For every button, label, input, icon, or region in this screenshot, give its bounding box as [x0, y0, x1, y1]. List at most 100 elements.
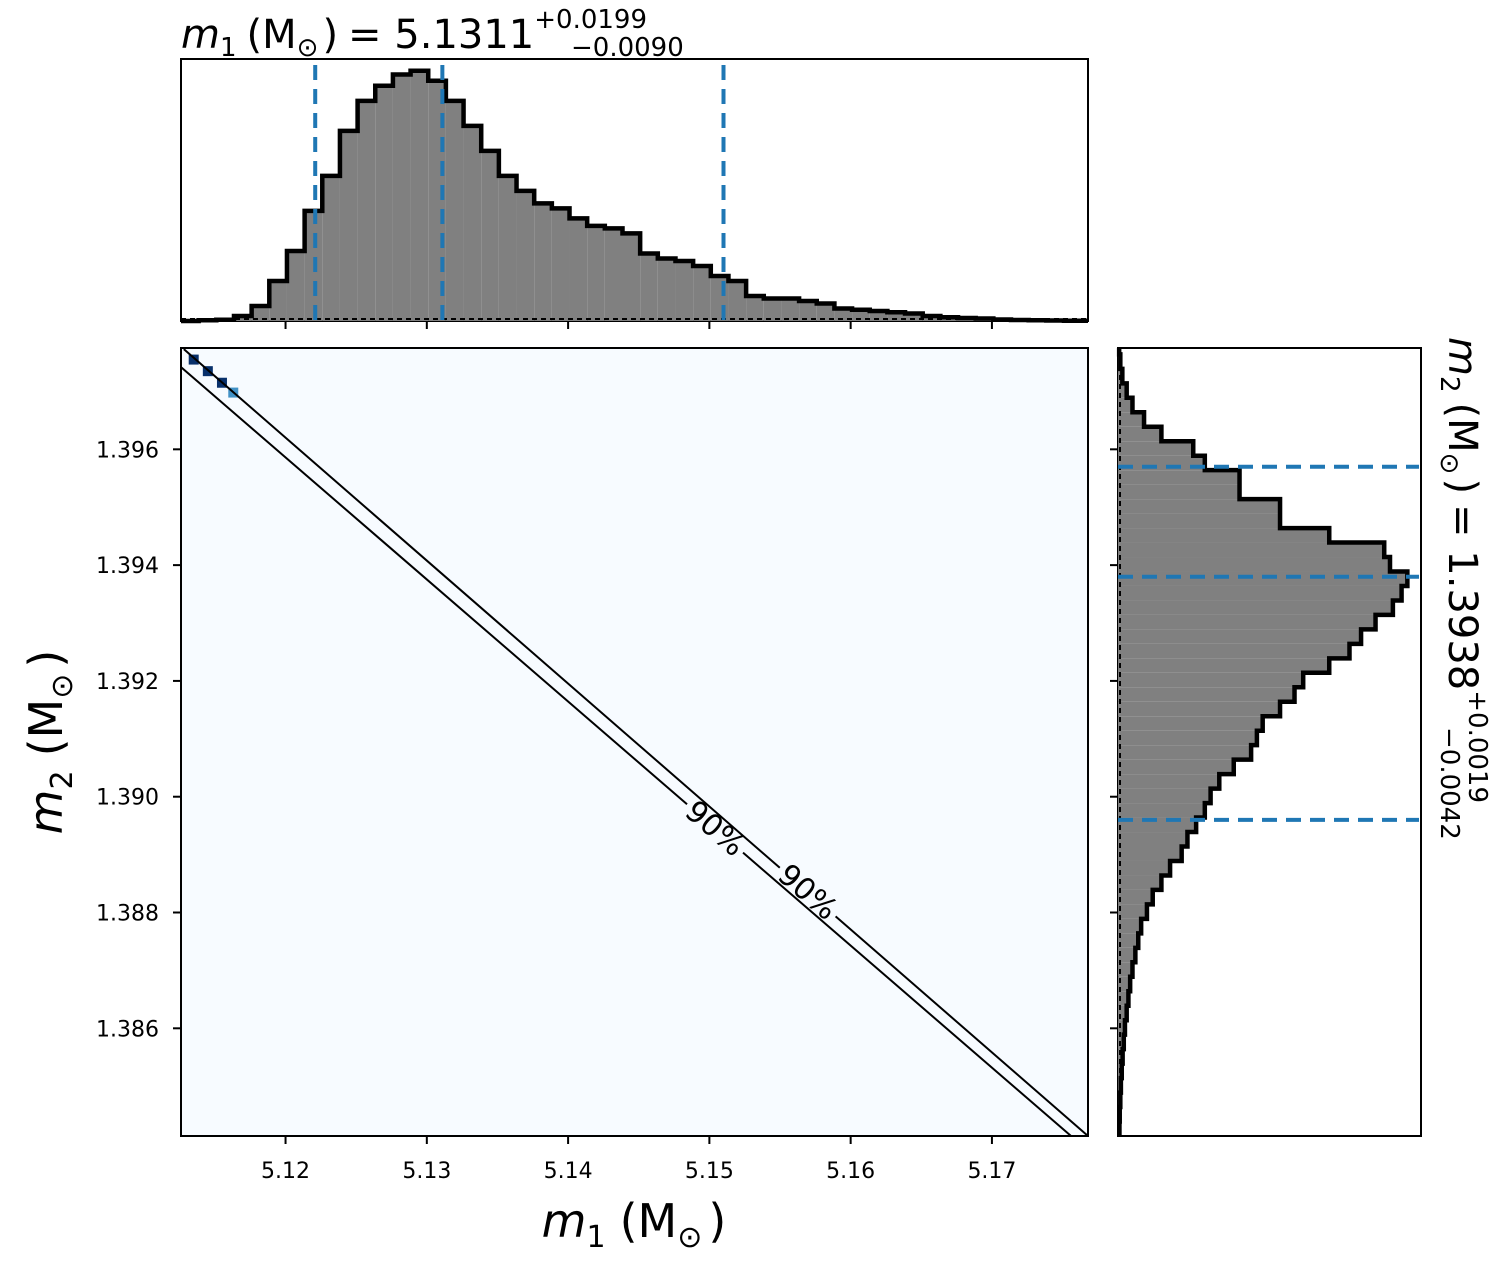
ylabel-unit-sub: ⊙	[45, 674, 80, 699]
m2-hist-bar	[1118, 904, 1147, 919]
m1-marginal-histogram	[180, 58, 1089, 329]
m1-hist-bar	[286, 250, 305, 321]
m2-hist-bar	[1118, 470, 1240, 485]
m2-hist-bar	[1118, 976, 1131, 992]
xlabel-unit-sub: ⊙	[677, 1220, 702, 1255]
xlabel-unit: (M	[620, 1194, 678, 1248]
m1-hist-bar	[746, 295, 764, 321]
m1-hist-bar	[498, 175, 517, 321]
m1-hist-bar	[640, 253, 658, 321]
ylabel-var: m	[19, 790, 73, 835]
m2-hist-bar	[1118, 1049, 1123, 1064]
m2-hist-bar	[1118, 1005, 1127, 1021]
m1-m2-joint-density: 90%90% 5.12 5.13 5.14 5.15 5.16 5.17 1.3861.3…	[96, 347, 1089, 1184]
m2-hist-bar	[1118, 426, 1162, 442]
m2-hist-bar	[1118, 745, 1252, 760]
m2-hist-bar	[1118, 933, 1139, 948]
m1-hist-bar	[781, 298, 800, 321]
m2-hist-bar	[1118, 499, 1281, 514]
m1-hist-bar	[834, 308, 853, 321]
m2-hist-bar	[1118, 991, 1129, 1006]
m1-hist-bar	[587, 225, 605, 321]
m1-title-unit: (M	[247, 12, 297, 58]
m1-hist-bar	[481, 150, 499, 321]
m2-title-var: m	[1439, 337, 1485, 376]
m1-hist-bar	[233, 315, 252, 321]
m2-marginal-histogram	[1110, 347, 1422, 1137]
x-axis-label: m1 (M⊙)	[542, 1194, 727, 1255]
x-tick-label: 5.16	[826, 1159, 875, 1184]
m2-hist-bar	[1118, 774, 1220, 789]
m2-hist-bar	[1118, 759, 1234, 775]
m1-hist-bar	[887, 312, 906, 321]
contour-90-line	[180, 366, 688, 806]
m1-hist-bar	[569, 218, 588, 321]
x-tick-label: 5.17	[967, 1159, 1016, 1184]
m2-title-close: )	[1439, 478, 1485, 494]
contour-90-line	[742, 851, 1072, 1137]
m2-hist-bar	[1118, 571, 1408, 586]
m2-hist-bar	[1118, 513, 1281, 529]
m2-hist-bar	[1118, 730, 1257, 746]
m1-hist-bar	[339, 130, 358, 321]
m2-hist-bar	[1118, 672, 1304, 688]
m1-hist-bar	[693, 265, 711, 321]
m2-hist-bar	[1118, 716, 1263, 731]
m1-summary-title: m1 (M⊙) = 5.1311+0.0199	[181, 5, 647, 63]
m1-hist-bar	[604, 228, 623, 321]
m2-hist-bar	[1118, 1020, 1125, 1035]
m2-title-sub: 2	[1434, 376, 1464, 393]
m1-hist-bar	[816, 303, 835, 321]
m2-hist-bar	[1118, 889, 1153, 905]
m2-title-eq: = 1.3938	[1439, 504, 1485, 690]
m2-hist-bar	[1118, 629, 1362, 644]
y-tick-label: 1.386	[96, 1017, 159, 1042]
m2-title-minus: −0.0042	[1434, 727, 1464, 840]
m1-title-unit-sub: ⊙	[297, 33, 319, 63]
x-tick-label: 5.15	[685, 1159, 734, 1184]
m2-hist-bar	[1118, 947, 1136, 963]
m1-hist-bar	[622, 233, 641, 321]
m1-title-eq: = 5.1311	[348, 12, 534, 58]
m2-hist-bar	[1118, 788, 1211, 804]
xlabel-sub: 1	[586, 1220, 605, 1255]
m1-title-close: )	[322, 12, 338, 58]
m2-hist-bar	[1118, 846, 1182, 861]
m1-title-var: m	[181, 12, 220, 58]
xlabel-close: )	[708, 1194, 726, 1248]
m1-hist-bar	[551, 208, 570, 321]
y-tick-label: 1.394	[96, 554, 159, 579]
m1-hist-bar	[763, 298, 782, 321]
m1-hist-bar	[445, 100, 464, 321]
ylabel-sub: 2	[45, 770, 80, 789]
m2-hist-outline	[1116, 348, 1410, 1136]
m2-hist-bar	[1118, 860, 1171, 876]
y-tick-label: 1.396	[96, 438, 159, 463]
m2-hist-bar	[1118, 557, 1391, 572]
m1-hist-bar	[516, 190, 535, 321]
ylabel-unit: (M	[19, 699, 73, 757]
m2-hist-bar	[1118, 962, 1133, 977]
m1-hist-bar	[728, 280, 747, 321]
m2-hist-bar	[1118, 701, 1281, 717]
m2-hist-bar	[1118, 542, 1385, 558]
m1-hist-bar	[905, 313, 923, 321]
m1-title-sub: 1	[220, 33, 237, 63]
m1-hist-bar	[357, 100, 376, 321]
m1-hist-bar	[375, 85, 393, 321]
m1-hist-bar	[392, 74, 411, 321]
m2-hist-bar	[1118, 484, 1240, 500]
m2-hist-bar	[1118, 803, 1205, 818]
m2-hist-bar	[1118, 455, 1205, 471]
y-tick-label: 1.392	[96, 670, 159, 695]
x-tick-label: 5.13	[402, 1159, 451, 1184]
ylabel-close: )	[19, 650, 73, 668]
y-tick-label: 1.390	[96, 786, 159, 811]
contour-90-line	[183, 348, 781, 869]
m1-hist-bar	[410, 70, 429, 321]
m2-hist-bar	[1118, 397, 1133, 413]
m2-hist-bar	[1118, 528, 1330, 543]
contour-90-line	[834, 915, 1089, 1137]
m2-title-plus: +0.0019	[1462, 690, 1492, 803]
x-tick-label: 5.14	[544, 1159, 593, 1184]
